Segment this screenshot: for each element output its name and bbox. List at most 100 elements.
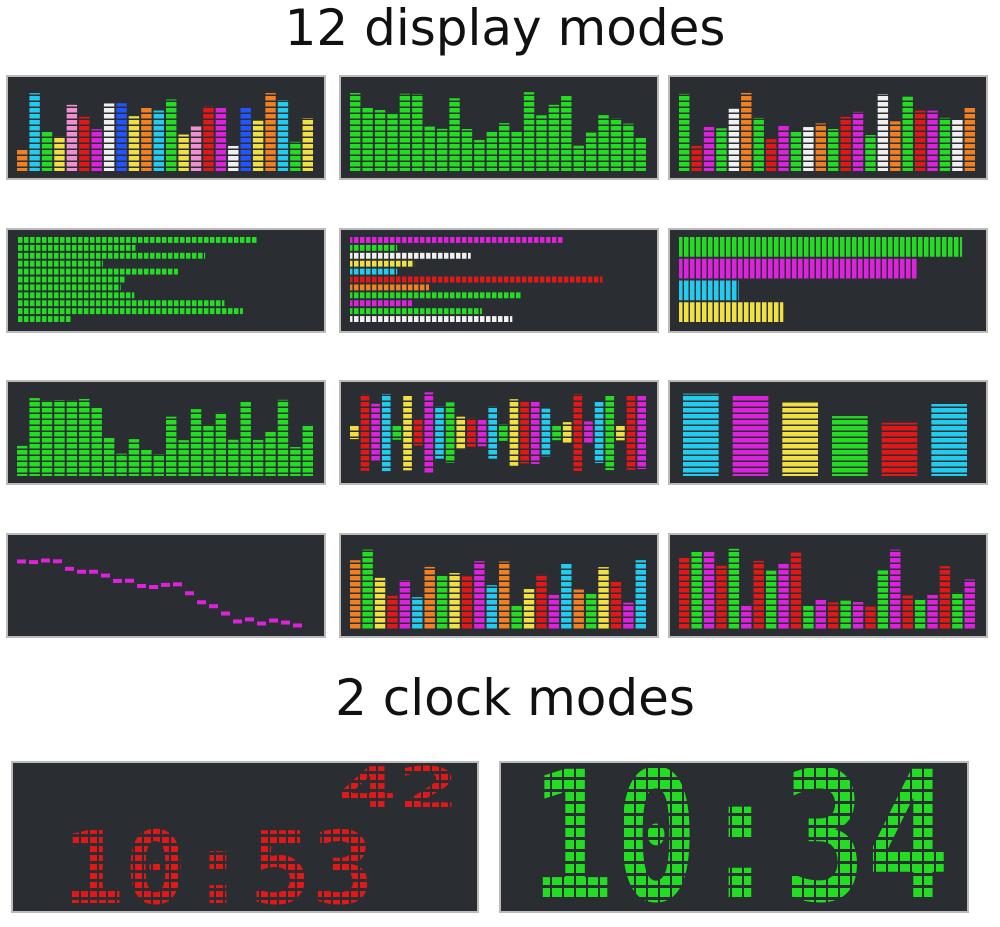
led-bar: [166, 416, 177, 476]
led-bar: [461, 576, 473, 629]
led-bar: [561, 95, 572, 171]
led-bar: [486, 131, 497, 171]
led-bar: [637, 395, 646, 470]
led-bar: [832, 416, 868, 476]
led-bar: [952, 118, 963, 171]
led-bar: [840, 116, 851, 171]
clock-time: 10:53: [62, 810, 374, 927]
led-bar: [790, 552, 802, 629]
led-bar: [765, 570, 777, 629]
led-bar: [424, 126, 435, 171]
led-bar: [530, 401, 540, 464]
led-bar: [17, 149, 28, 171]
led-bar: [456, 416, 466, 449]
led-bar: [203, 424, 214, 476]
led-bar: [939, 566, 951, 629]
display-panels: [6, 75, 988, 638]
led-dot: [53, 559, 62, 564]
led-bar: [840, 600, 851, 629]
led-bar: [302, 424, 313, 476]
led-bar: [716, 565, 727, 629]
section-title: 12 display modes: [285, 0, 726, 57]
led-bar: [610, 581, 622, 629]
led-bar: [17, 237, 257, 243]
led-bar: [128, 116, 140, 171]
led-bar: [79, 116, 90, 171]
led-bar: [41, 131, 53, 171]
led-bar: [362, 107, 373, 171]
led-bar: [877, 94, 889, 171]
led-bar: [683, 393, 719, 476]
led-dot: [209, 604, 218, 609]
led-bar: [552, 424, 561, 441]
led-bar: [584, 421, 593, 444]
led-bar: [91, 129, 102, 171]
led-bar: [523, 589, 535, 629]
led-bar: [890, 549, 901, 629]
led-dot: [137, 583, 146, 588]
led-bar: [240, 107, 251, 171]
led-bar: [103, 437, 115, 476]
led-bar: [265, 431, 276, 476]
led-bar: [17, 268, 178, 275]
led-bar: [790, 131, 802, 171]
led-bar: [486, 585, 497, 629]
led-bar: [387, 114, 398, 171]
led-bar: [41, 400, 53, 476]
led-bar: [703, 126, 715, 171]
led-bar: [927, 594, 938, 629]
led-bar: [350, 260, 415, 267]
led-bar: [350, 276, 603, 283]
led-bar: [424, 566, 435, 629]
led-dot: [269, 618, 278, 623]
led-bar: [765, 139, 777, 171]
led-bar: [573, 589, 584, 629]
led-dot: [77, 569, 86, 574]
led-bar: [277, 100, 289, 171]
led-bar: [403, 394, 412, 471]
led-dot: [245, 617, 254, 622]
led-bar: [360, 394, 370, 471]
led-bar: [815, 598, 826, 629]
led-bar: [350, 316, 513, 322]
led-bar: [17, 316, 72, 322]
led-bar: [732, 395, 769, 476]
led-bar: [679, 237, 963, 257]
led-bar: [520, 401, 529, 464]
led-dot: [293, 623, 302, 628]
led-bar: [350, 292, 522, 299]
led-bar: [623, 123, 634, 171]
led-dot: [17, 559, 26, 564]
led-bar: [449, 98, 460, 171]
led-dot: [41, 558, 50, 563]
led-bar: [635, 137, 646, 171]
led-bar: [350, 244, 398, 251]
led-bar: [499, 123, 510, 171]
led-bar: [902, 96, 913, 171]
led-bar: [228, 439, 239, 476]
led-bar: [573, 393, 583, 472]
clock-panel: [499, 761, 969, 913]
led-bar: [803, 604, 814, 629]
led-bar: [536, 574, 547, 629]
led-bar: [290, 447, 301, 476]
led-bar: [290, 141, 301, 171]
led-bar: [350, 93, 361, 171]
led-bar: [902, 595, 913, 629]
clock-seconds: 42: [335, 755, 460, 825]
led-bar: [435, 406, 444, 459]
led-bar: [511, 605, 522, 629]
led-dot: [149, 584, 158, 589]
led-dot: [29, 560, 38, 565]
led-bar: [914, 110, 926, 171]
led-bar: [881, 422, 918, 476]
led-bar: [153, 110, 164, 171]
led-bar: [815, 123, 826, 171]
led-bar: [679, 93, 690, 171]
led-bar: [350, 560, 361, 629]
led-bar: [215, 412, 227, 476]
led-bar: [228, 145, 239, 171]
clock-time: 10:34: [530, 734, 950, 927]
led-bar: [598, 115, 609, 171]
led-bar: [350, 300, 413, 307]
